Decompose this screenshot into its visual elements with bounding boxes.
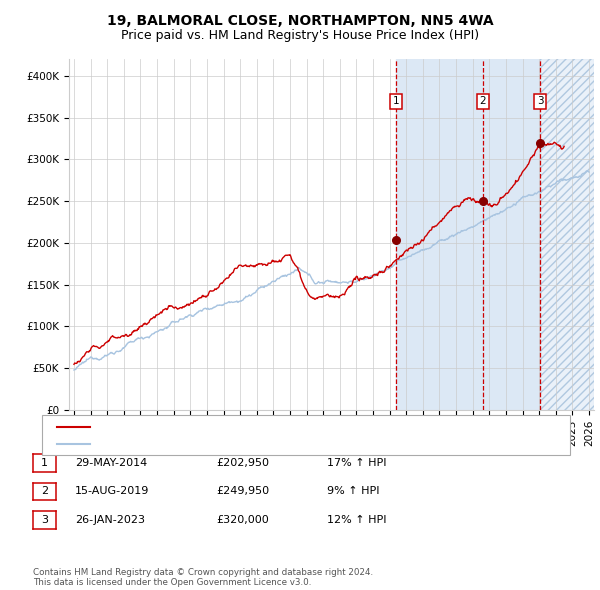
Text: 19, BALMORAL CLOSE, NORTHAMPTON, NN5 4WA: 19, BALMORAL CLOSE, NORTHAMPTON, NN5 4WA [107,14,493,28]
Text: 2: 2 [480,96,487,106]
Text: 17% ↑ HPI: 17% ↑ HPI [327,458,386,468]
Text: 1: 1 [392,96,399,106]
Text: 29-MAY-2014: 29-MAY-2014 [75,458,147,468]
Text: Contains HM Land Registry data © Crown copyright and database right 2024.: Contains HM Land Registry data © Crown c… [33,568,373,577]
Text: 3: 3 [537,96,544,106]
Text: £202,950: £202,950 [216,458,269,468]
Text: £249,950: £249,950 [216,487,269,496]
Text: 2: 2 [41,487,48,496]
Text: This data is licensed under the Open Government Licence v3.0.: This data is licensed under the Open Gov… [33,578,311,588]
Text: 12% ↑ HPI: 12% ↑ HPI [327,515,386,525]
Text: 19, BALMORAL CLOSE, NORTHAMPTON, NN5 4WA (semi-detached house): 19, BALMORAL CLOSE, NORTHAMPTON, NN5 4WA… [96,422,467,432]
Text: £320,000: £320,000 [216,515,269,525]
Text: HPI: Average price, semi-detached house, West Northamptonshire: HPI: Average price, semi-detached house,… [96,439,430,449]
Text: Price paid vs. HM Land Registry's House Price Index (HPI): Price paid vs. HM Land Registry's House … [121,30,479,42]
Text: 26-JAN-2023: 26-JAN-2023 [75,515,145,525]
Bar [541,59,594,410]
Text: 9% ↑ HPI: 9% ↑ HPI [327,487,380,496]
Text: 15-AUG-2019: 15-AUG-2019 [75,487,149,496]
Text: 1: 1 [41,458,48,468]
Bar [396,59,541,410]
Text: 3: 3 [41,515,48,525]
Bar [541,59,594,410]
